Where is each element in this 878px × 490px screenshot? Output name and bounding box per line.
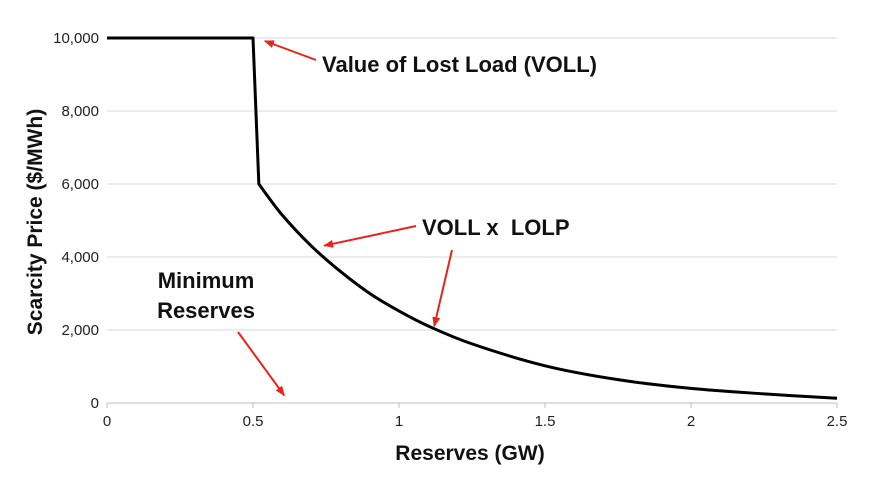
y-tick-label: 6,000 <box>61 176 99 193</box>
series-line <box>107 36 838 400</box>
y-tick-label: 0 <box>91 395 99 412</box>
annotation-minimum: Minimum <box>158 268 255 293</box>
x-tick-label: 0 <box>103 413 111 430</box>
x-tick-label: 1.5 <box>535 413 556 430</box>
x-tick-labels: 0 0.5 1 1.5 2 2.5 <box>103 413 848 430</box>
arrow-voll <box>263 40 317 61</box>
y-tick-label: 8,000 <box>61 103 99 120</box>
arrow-minimum-reserves <box>237 331 286 397</box>
arrow-lolp-1 <box>323 225 417 248</box>
y-tick-label: 4,000 <box>61 249 99 266</box>
x-axis-title: Reserves (GW) <box>395 442 544 465</box>
x-tick-label: 1 <box>395 413 403 430</box>
y-tick-label: 2,000 <box>61 322 99 339</box>
y-tick-label: 10,000 <box>53 30 99 47</box>
x-tick-label: 0.5 <box>243 413 264 430</box>
series-group <box>107 36 838 400</box>
annotation-reserves: Reserves <box>157 298 255 323</box>
annotation-arrows <box>237 40 453 397</box>
x-tick-label: 2.5 <box>827 413 848 430</box>
arrow-lolp-2 <box>432 249 453 328</box>
y-axis-title: Scarcity Price ($/MWh) <box>24 109 47 335</box>
y-tick-labels: 0 2,000 4,000 6,000 8,000 10,000 <box>53 30 99 412</box>
x-tick-label: 2 <box>687 413 695 430</box>
annotation-voll-lolp: VOLL x LOLP <box>422 215 570 240</box>
annotation-voll: Value of Lost Load (VOLL) <box>322 52 597 77</box>
axes <box>106 402 838 408</box>
